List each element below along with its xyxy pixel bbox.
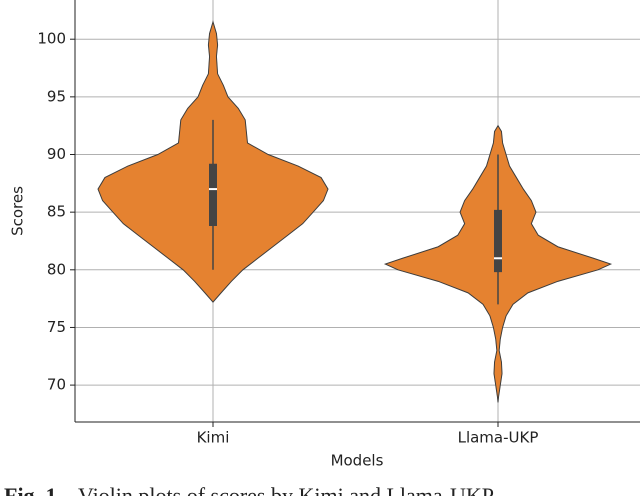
y-tick-label: 70 [47,376,66,394]
y-tick-label: 80 [47,260,66,278]
y-tick-label: 100 [37,30,66,48]
y-tick-label: 85 [47,203,66,221]
violin-body [97,21,214,303]
x-tick-label: Llama-UKP [458,429,539,447]
caption-label: Fig. 1. [4,483,62,496]
violin-body [384,124,499,403]
caption: Violin plots of scores by Kimi and Llama… [78,483,494,496]
violin-outline [383,124,613,403]
y-axis-label: Scores [9,186,27,236]
violin-body [497,124,612,403]
violin-body [212,21,329,303]
violin-outline [97,20,329,303]
y-tick-label: 90 [47,145,66,163]
x-axis-label: Models [331,452,384,470]
y-tick-label: 95 [47,87,66,105]
y-tick-label: 75 [47,318,66,336]
x-tick-label: Kimi [197,429,230,447]
